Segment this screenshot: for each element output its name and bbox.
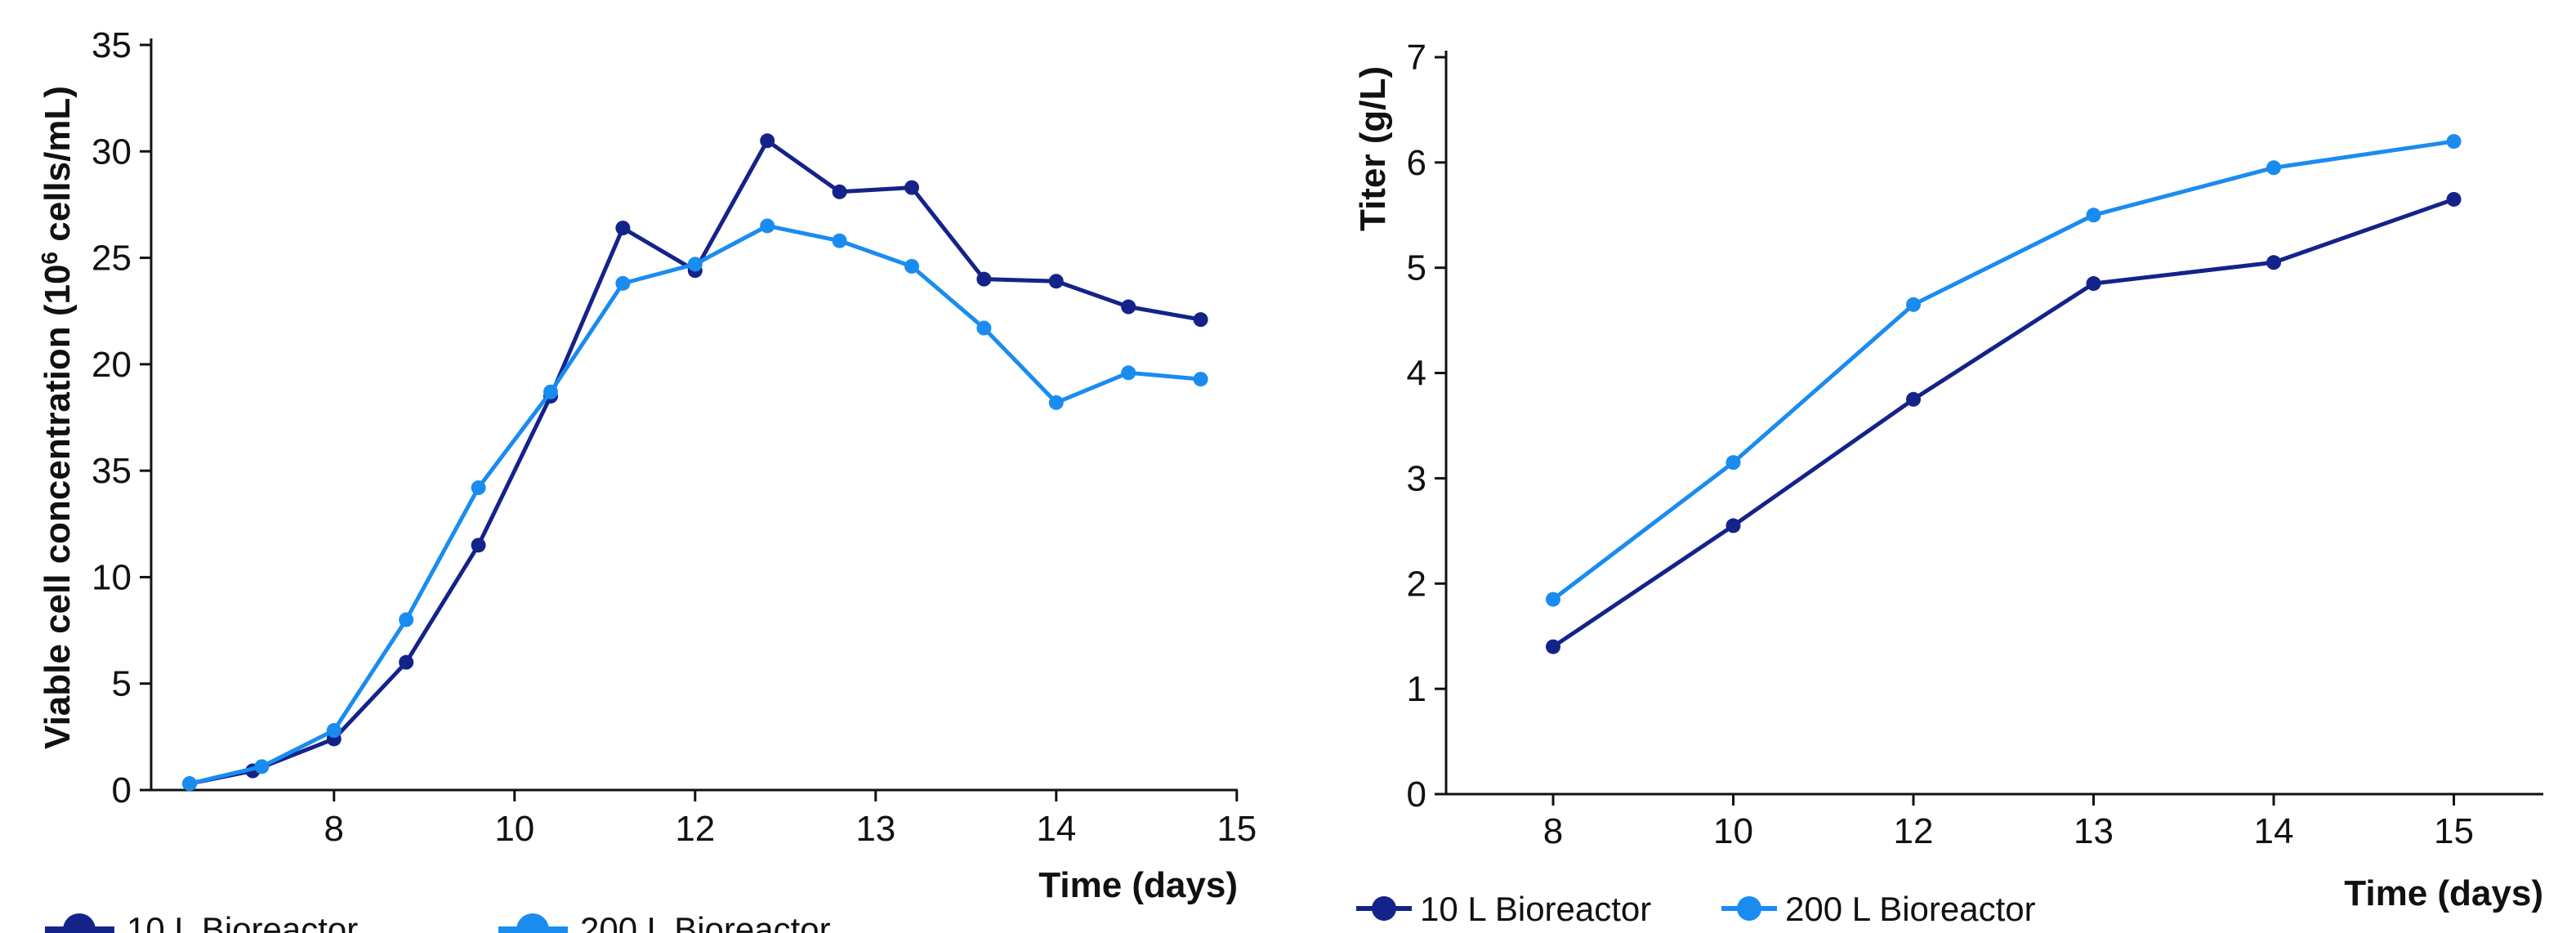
data-point-200l — [399, 612, 414, 627]
data-point-10l — [399, 654, 414, 670]
data-point-200l — [1906, 297, 1921, 312]
data-point-10l — [1546, 639, 1560, 654]
data-point-200l — [1193, 372, 1208, 387]
y-tick-label: 2 — [1407, 564, 1426, 604]
data-point-200l — [543, 384, 558, 400]
data-point-200l — [615, 275, 631, 291]
y-tick-label: 35 — [92, 25, 132, 65]
x-tick-label: 15 — [1217, 809, 1257, 849]
data-point-200l — [687, 257, 703, 272]
data-point-10l — [2086, 276, 2101, 292]
data-point-10l — [1906, 391, 1921, 407]
data-point-200l — [254, 759, 270, 775]
series-line-10l — [1551, 197, 2455, 649]
legend-label-200l: 200 L Bioreactor — [1785, 890, 2036, 928]
y-tick-label: 3 — [1407, 458, 1426, 498]
data-point-200l — [760, 218, 775, 234]
series-line-10l — [189, 138, 1202, 786]
data-point-10l — [1726, 518, 1741, 533]
series-line-200l — [189, 223, 1201, 786]
data-point-200l — [904, 258, 919, 274]
y-tick-label: 5 — [1407, 248, 1426, 288]
y-tick-label: 1 — [1407, 669, 1426, 709]
x-tick-label: 13 — [855, 809, 895, 849]
data-point-10l — [1048, 274, 1064, 289]
y-tick-label: 0 — [1407, 775, 1426, 815]
legend-marker-10l — [1372, 896, 1396, 921]
x-tick-label: 14 — [2254, 811, 2294, 851]
legend-label-10l: 10 L Bioreactor — [1420, 890, 1651, 928]
data-point-200l — [1726, 455, 1741, 471]
data-point-10l — [904, 180, 919, 195]
data-point-200l — [2266, 160, 2281, 176]
x-axis-title: Time (days) — [1038, 865, 1238, 905]
series-line-200l — [1551, 139, 2454, 601]
y-tick-label: 10 — [92, 557, 132, 597]
y-tick-label: 5 — [112, 664, 132, 704]
data-point-200l — [2086, 208, 2101, 223]
data-point-200l — [2446, 134, 2462, 150]
data-point-10l — [1121, 299, 1136, 315]
x-tick-label: 12 — [675, 809, 715, 849]
data-point-200l — [832, 233, 847, 248]
y-tick-label: 35 — [92, 451, 132, 491]
data-point-200l — [471, 480, 486, 495]
y-tick-label: 20 — [92, 345, 132, 385]
data-point-10l — [471, 538, 486, 553]
data-point-200l — [1048, 395, 1064, 410]
data-point-10l — [2266, 255, 2281, 270]
x-axis-title: Time (days) — [2344, 873, 2543, 913]
y-axis-title: Viable cell concentration (106 cells/mL) — [37, 86, 78, 749]
y-tick-label: 30 — [92, 132, 132, 172]
legend-label-200l: 200 L Bioreactor — [580, 910, 831, 933]
data-point-10l — [1193, 312, 1208, 328]
x-tick-label: 13 — [2074, 811, 2114, 851]
x-tick-label: 10 — [1713, 811, 1753, 851]
y-axis-title: Titer (g/L) — [1353, 66, 1393, 231]
data-point-10l — [615, 221, 631, 236]
x-tick-label: 10 — [494, 809, 534, 849]
viable-cell-chart: 0 5 10 35 20 25 30 35 8 10 12 13 14 15 Time (days) Viab… — [37, 25, 1257, 933]
x-tick-label: 15 — [2434, 811, 2474, 851]
legend-label-10l: 10 L Bioreactor — [127, 910, 358, 933]
y-tick-label: 0 — [112, 770, 132, 810]
data-point-200l — [326, 723, 342, 739]
x-tick-label: 14 — [1036, 809, 1076, 849]
data-point-10l — [832, 184, 847, 199]
y-tick-label: 25 — [92, 239, 132, 279]
y-tick-label: 7 — [1407, 38, 1426, 78]
legend-marker-200l — [1737, 896, 1761, 921]
y-tick-label: 6 — [1407, 143, 1426, 183]
data-point-10l — [760, 133, 775, 149]
x-tick-label: 12 — [1894, 811, 1934, 851]
legend-marker-200l — [516, 913, 549, 933]
legend-marker-10l — [63, 913, 96, 933]
data-point-200l — [1121, 365, 1136, 381]
data-point-10l — [976, 271, 992, 287]
data-point-200l — [976, 320, 992, 336]
data-point-200l — [182, 776, 197, 792]
x-tick-label: 8 — [324, 809, 344, 849]
x-tick-label: 8 — [1543, 811, 1563, 851]
data-point-10l — [2446, 191, 2462, 207]
data-point-200l — [1546, 591, 1560, 607]
y-tick-label: 4 — [1407, 354, 1426, 394]
